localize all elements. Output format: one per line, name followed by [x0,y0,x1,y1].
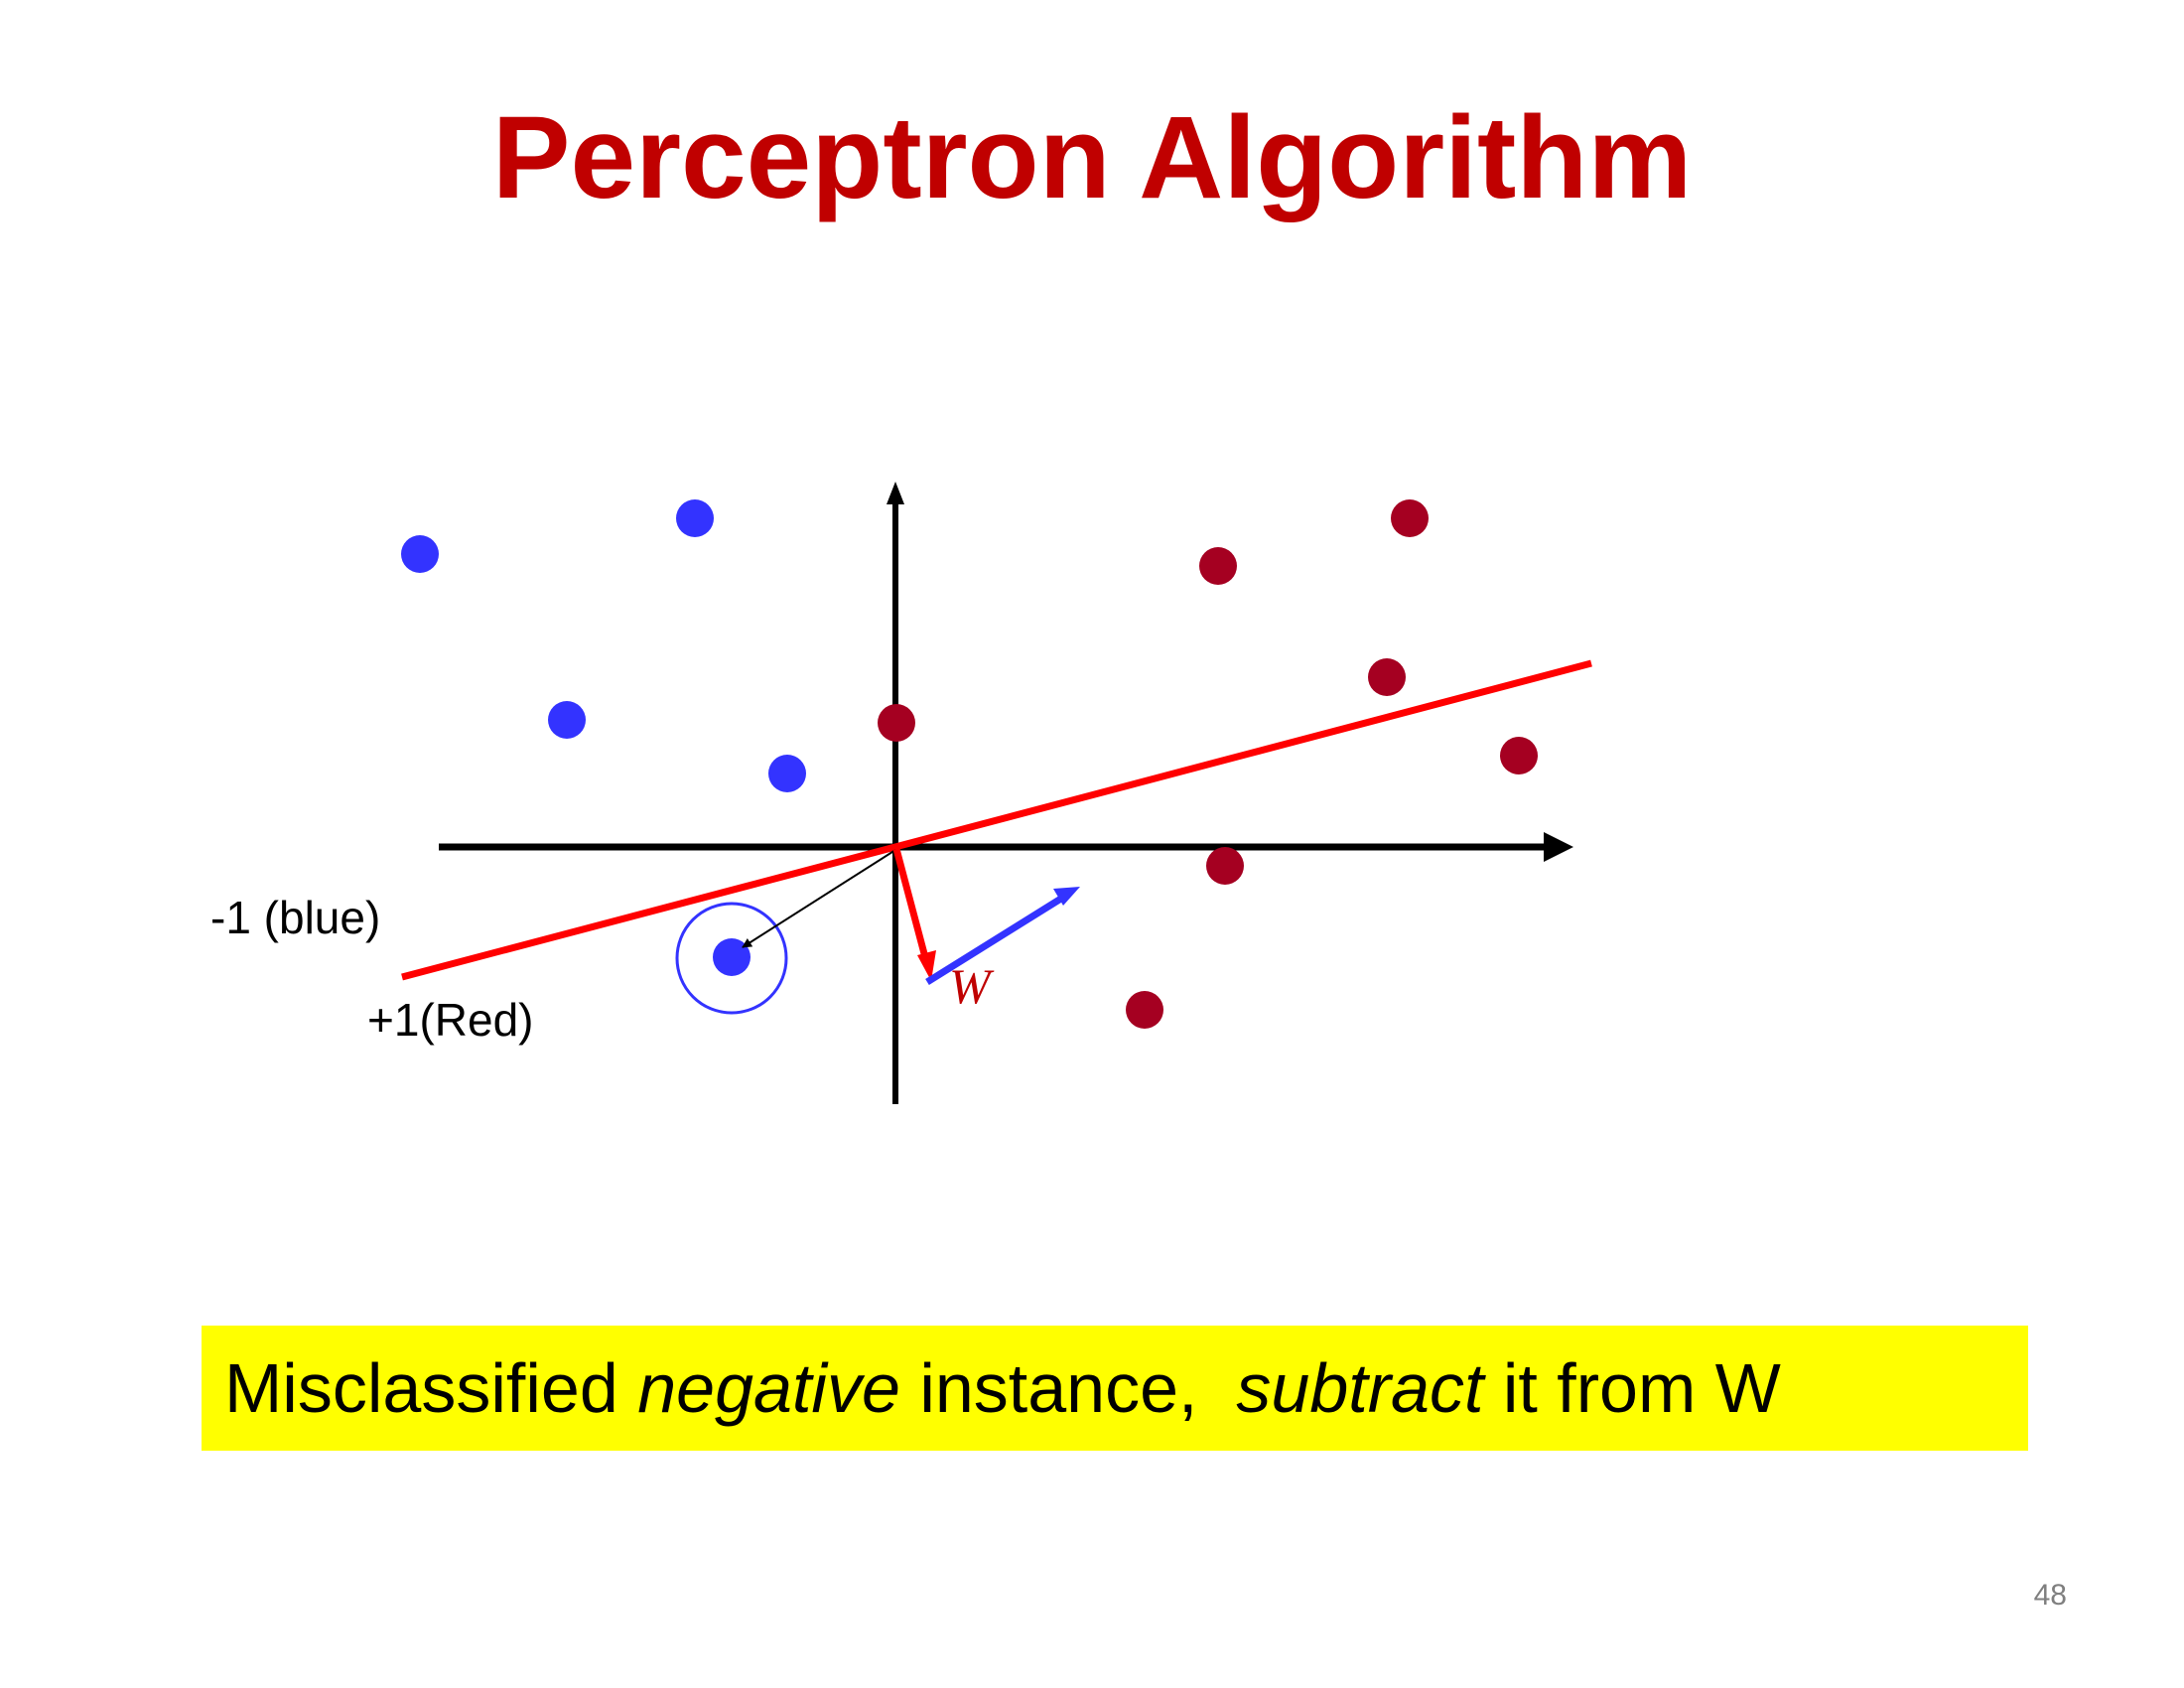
misclassified-highlight-ring [675,902,788,1015]
red-point [1391,499,1429,537]
y-axis-arrowhead [887,482,904,504]
x-axis-arrowhead [1544,832,1573,862]
blue-point [676,499,714,537]
positive-class-label: +1(Red) [367,994,533,1046]
red-point [1500,737,1538,774]
slide-title: Perceptron Algorithm [491,92,1693,223]
caption-text-subtract: subtract [1236,1349,1484,1427]
weight-label: W [949,958,995,1014]
blue-point [768,755,806,792]
updated-weight-vector-arrowhead [1053,887,1080,906]
misclassified-blue-point [713,938,751,976]
negative-class-label: -1 (blue) [210,892,380,943]
weight-vector [892,848,930,962]
decision-boundary-line [401,659,1592,981]
blue-point [401,535,439,573]
blue-point [548,701,586,739]
caption-text-2: instance, [899,1349,1237,1427]
caption-box: Misclassified negative instance, subtrac… [202,1326,2028,1451]
red-point [878,704,915,742]
caption-text-3: it from W [1483,1349,1781,1427]
red-point [1206,847,1244,885]
updated-weight-vector [925,894,1066,985]
weight-vector-arrowhead [917,950,936,981]
caption-text-1: Misclassified [224,1349,638,1427]
red-point [1368,658,1406,696]
red-point [1199,547,1237,585]
instance-arrow [742,849,896,948]
caption-text-negative: negative [637,1349,900,1427]
red-point [1126,991,1163,1029]
page-number: 48 [2033,1579,2067,1612]
